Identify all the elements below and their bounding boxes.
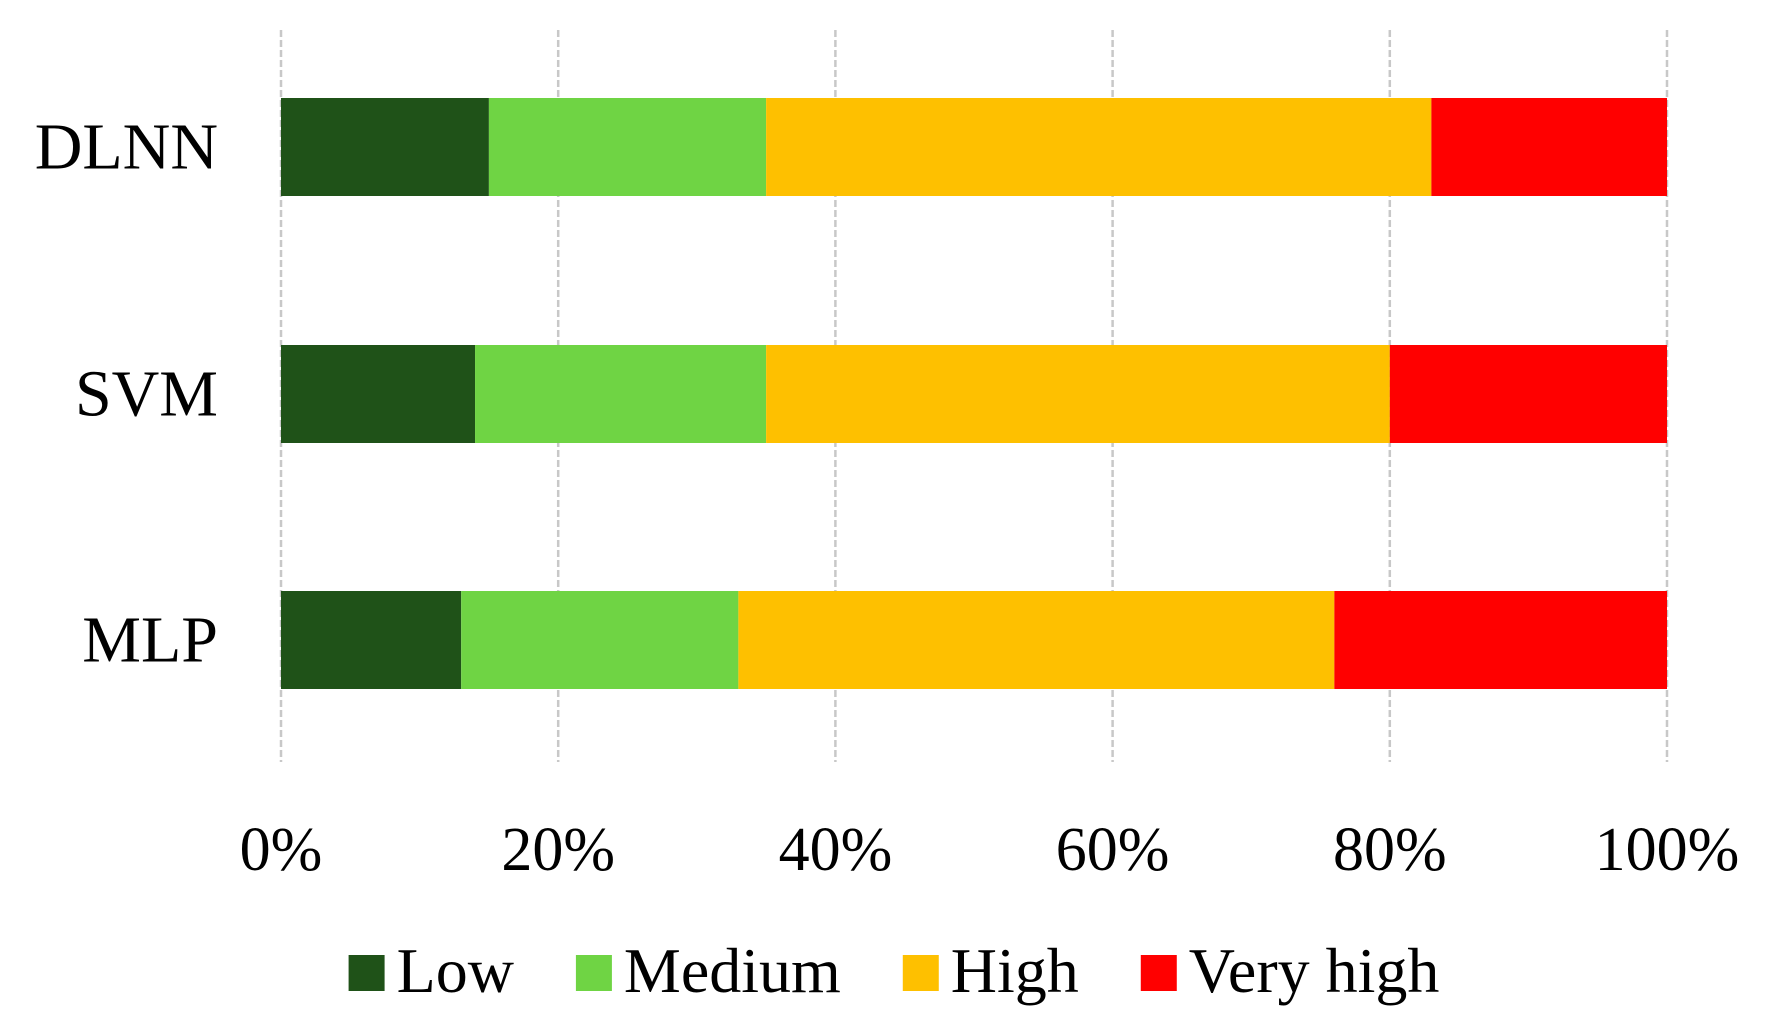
category-label-dlnn: DLNN (35, 111, 218, 184)
x-tick-label-0: 0% (240, 816, 323, 884)
bar-segment-dlnn-high (766, 98, 1432, 196)
legend-item-low: Low (348, 935, 514, 1006)
legend-item-high: High (902, 935, 1079, 1006)
x-tick-label-2: 40% (779, 816, 893, 884)
legend-label: Low (397, 935, 514, 1006)
bar-segment-dlnn-very-high (1431, 98, 1667, 196)
legend-swatch (1140, 955, 1177, 991)
legend-item-medium: Medium (575, 935, 841, 1006)
bar-segment-svm-low (281, 345, 476, 443)
legend-swatch (348, 955, 385, 991)
legend-swatch (902, 955, 939, 991)
legend-label: Very high (1189, 935, 1440, 1006)
legend-label: Medium (624, 935, 841, 1006)
legend-swatch (575, 955, 612, 991)
legend: Low Medium High Very high (348, 935, 1440, 1006)
bar-segment-svm-high (766, 345, 1390, 443)
bar-segment-dlnn-low (281, 98, 489, 196)
legend-item-very-high: Very high (1140, 935, 1440, 1006)
legend-label: High (951, 935, 1079, 1006)
bar-segment-svm-medium (475, 345, 767, 443)
x-tick-label-4: 80% (1333, 816, 1447, 884)
bar-segment-mlp-very-high (1334, 591, 1667, 689)
x-tick-label-3: 60% (1056, 816, 1170, 884)
bar-segment-dlnn-medium (488, 98, 767, 196)
category-label-svm: SVM (75, 358, 218, 431)
x-tick-label-5: 100% (1595, 816, 1740, 884)
bar-segment-mlp-low (281, 591, 462, 689)
x-tick-label-1: 20% (501, 816, 615, 884)
category-labels: DLNN SVM MLP (35, 111, 218, 677)
bar-segment-mlp-medium (461, 591, 739, 689)
x-tick-labels: 0% 20% 40% 60% 80% 100% (240, 816, 1740, 884)
bars (281, 98, 1667, 689)
bar-segment-svm-very-high (1389, 345, 1667, 443)
bar-segment-mlp-high (738, 591, 1335, 689)
category-label-mlp: MLP (82, 604, 218, 677)
